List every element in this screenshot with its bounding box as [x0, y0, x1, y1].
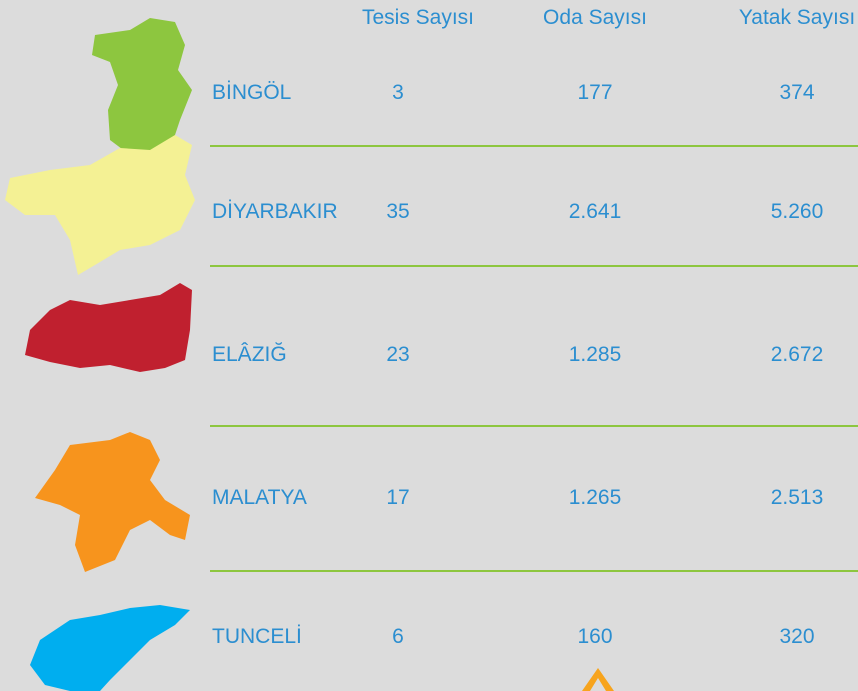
province-name: MALATYA — [212, 486, 307, 509]
column-header: Oda Sayısı — [543, 6, 647, 29]
tunceli-map — [30, 605, 190, 691]
arrow-icon — [582, 668, 614, 691]
cell-value: 374 — [779, 81, 815, 104]
cell-value: 1.285 — [568, 343, 622, 366]
row-separator — [210, 570, 858, 572]
province-name: DİYARBAKIR — [212, 200, 338, 223]
cell-value: 35 — [386, 200, 410, 223]
cell-value: 320 — [779, 625, 815, 648]
province-name: ELÂZIĞ — [212, 343, 287, 366]
diyarbakir-map — [5, 135, 195, 275]
cell-value: 17 — [386, 486, 410, 509]
cell-value: 160 — [577, 625, 613, 648]
row-separator — [210, 265, 858, 267]
bingol-map — [92, 18, 192, 155]
elazig-map — [25, 283, 192, 372]
cell-value: 2.672 — [770, 343, 824, 366]
cell-value: 6 — [392, 625, 404, 648]
row-separator — [210, 145, 858, 147]
province-name: TUNCELİ — [212, 625, 302, 648]
cell-value: 5.260 — [770, 200, 824, 223]
cell-value: 2.513 — [770, 486, 824, 509]
cell-value: 2.641 — [568, 200, 622, 223]
province-name: BİNGÖL — [212, 81, 292, 104]
column-header: Yatak Sayısı — [738, 6, 856, 29]
malatya-map — [35, 432, 190, 572]
cell-value: 1.265 — [568, 486, 622, 509]
cell-value: 23 — [386, 343, 410, 366]
cell-value: 177 — [577, 81, 613, 104]
cell-value: 3 — [392, 81, 404, 104]
column-header: Tesis Sayısı — [361, 6, 475, 29]
row-separator — [210, 425, 858, 427]
